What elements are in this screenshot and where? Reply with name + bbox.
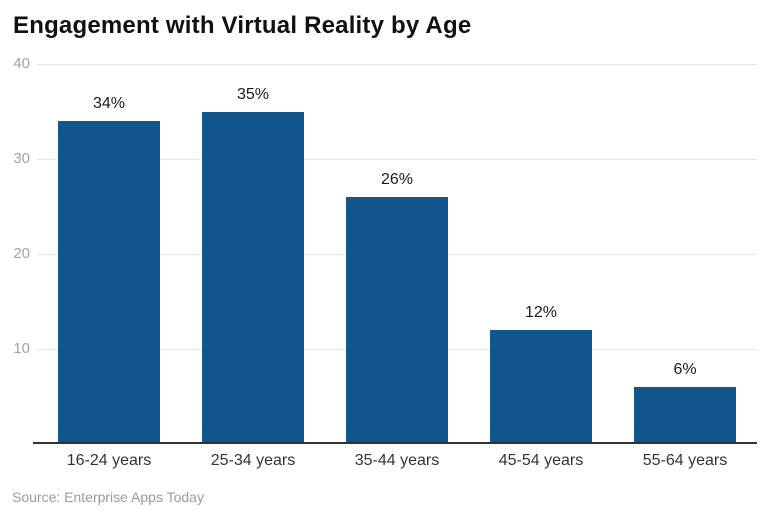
bar-value-label: 26% bbox=[380, 171, 414, 188]
y-axis-tick-label: 40 bbox=[13, 55, 30, 72]
bar-value-label: 34% bbox=[92, 95, 126, 112]
bar-value-label: 35% bbox=[236, 85, 270, 103]
y-axis-tick-label: 20 bbox=[13, 245, 30, 262]
x-axis-label: 16-24 years bbox=[66, 452, 152, 469]
x-axis-label: 55-64 years bbox=[642, 452, 728, 469]
y-axis-tick-label: 30 bbox=[13, 150, 30, 167]
x-axis-line bbox=[33, 442, 757, 444]
bar bbox=[202, 111, 304, 444]
x-axis-label: 35-44 years bbox=[354, 452, 440, 469]
y-gridline bbox=[37, 63, 757, 65]
bar bbox=[634, 387, 736, 444]
y-axis-tick-label: 10 bbox=[13, 340, 30, 357]
bar bbox=[346, 197, 448, 444]
chart-title: Engagement with Virtual Reality by Age bbox=[13, 12, 472, 39]
bar bbox=[490, 330, 592, 444]
y-gridline bbox=[37, 158, 757, 160]
bar-value-label: 12% bbox=[524, 304, 558, 321]
x-axis-label: 45-54 years bbox=[498, 452, 584, 469]
source-text: Source: Enterprise Apps Today bbox=[12, 489, 204, 505]
bar-value-label: 6% bbox=[673, 361, 697, 378]
bar bbox=[58, 121, 160, 444]
x-axis-label: 25-34 years bbox=[210, 452, 296, 469]
